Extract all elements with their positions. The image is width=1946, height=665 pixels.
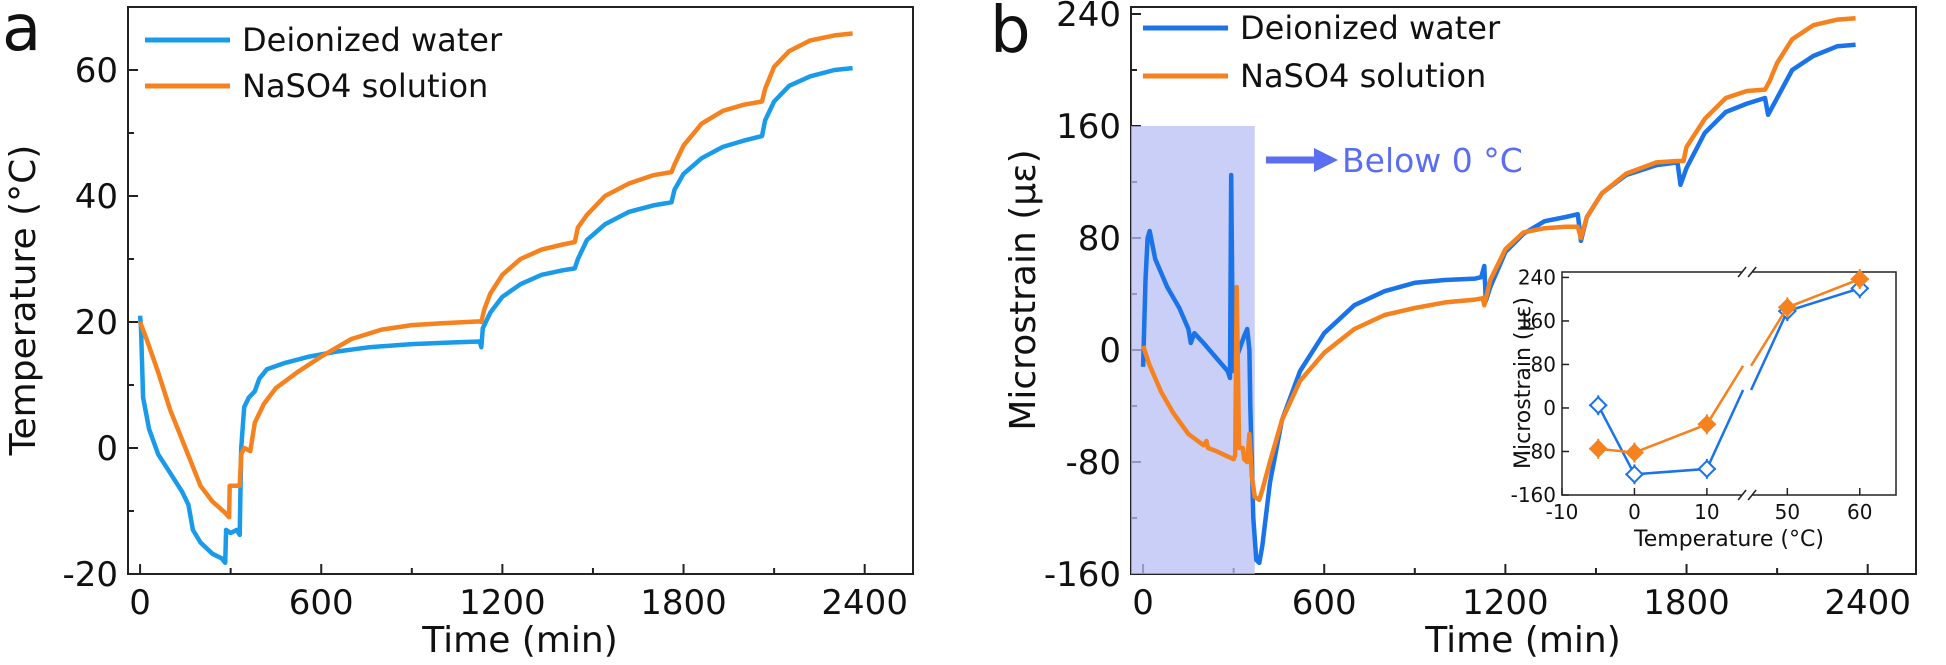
panel-a-y-axis-label: Temperature (°C): [3, 145, 44, 457]
series-line-naso4-solution-a: [137, 31, 853, 520]
series-line-deionized-water-b: [1140, 42, 1856, 566]
x-tick-label: 1200: [459, 583, 546, 623]
y-tick-label: -20: [62, 555, 118, 595]
inset-data-point-1: [1697, 414, 1717, 434]
x-tick-label: 2400: [1824, 583, 1911, 623]
series-line-deionized-water-a: [137, 65, 853, 565]
legend-label-naso4-a: NaSO4 solution: [242, 67, 488, 105]
y-tick-label: -80: [1065, 443, 1121, 483]
inset-x-tick-label: 50: [1775, 500, 1800, 524]
panel-a-series: [137, 31, 853, 565]
panel-a-x-axis-label: Time (min): [421, 620, 618, 661]
inset-series: [1588, 269, 1870, 485]
x-tick-label: 600: [1292, 583, 1357, 623]
annotation-text: Below 0 °C: [1342, 141, 1523, 180]
x-tick-label: 1800: [1643, 583, 1730, 623]
legend-label-deionized-water-a: Deionized water: [242, 21, 503, 59]
inset-background: [1530, 268, 1900, 500]
inset-x-tick-label: 0: [1628, 500, 1641, 524]
inset-data-point-0: [1588, 395, 1608, 415]
x-tick-label: 0: [129, 583, 151, 623]
legend-label-deionized-water-b: Deionized water: [1240, 9, 1501, 47]
inset-y-tick-label: -160: [1511, 483, 1556, 507]
axis-break-mark: [1737, 266, 1747, 278]
y-tick-label: 0: [1099, 331, 1121, 371]
inset-y-axis-label: Microstrain (με): [1511, 297, 1536, 469]
inset-y-tick-label: 0: [1543, 396, 1556, 420]
inset-series-line-0: [1597, 389, 1745, 476]
panel-a-plot-frame: [127, 6, 914, 575]
inset-x-tick-label: -10: [1546, 500, 1579, 524]
axis-break-mark: [1737, 489, 1747, 501]
y-tick-label: 60: [75, 51, 118, 91]
panel-a-axes: 0 600 1200 1800 2400 -20 0 20 40 60: [62, 51, 908, 623]
inset-break-gap-top: [1742, 268, 1753, 276]
inset-data-point-1: [1850, 269, 1870, 289]
y-tick-label: 240: [1056, 0, 1121, 35]
y-tick-label: -160: [1044, 555, 1121, 595]
axis-break-mark: [1747, 489, 1757, 501]
inset-data-point-1: [1777, 297, 1797, 317]
panel-b-label: b: [990, 0, 1031, 68]
inset-data-point-1: [1588, 439, 1608, 459]
inset-axes: -10 0 10 50 60 -160 -80 0 80 160 240: [1511, 265, 1873, 524]
inset-x-tick-label: 60: [1847, 500, 1872, 524]
inset-series-line-1: [1598, 365, 1745, 454]
panel-b-legend: Deionized water NaSO4 solution: [1143, 9, 1501, 95]
inset-y-tick-label: 160: [1518, 309, 1556, 333]
inset-y-tick-label: 80: [1531, 352, 1556, 376]
inset-data-point-0: [1697, 459, 1717, 479]
panel-b-series: [1140, 15, 1856, 566]
x-tick-label: 600: [289, 583, 354, 623]
y-tick-label: 0: [96, 429, 118, 469]
inset-plot-frame: [1561, 271, 1897, 496]
inset-data-point-1: [1625, 443, 1644, 462]
inset-break-gap-bottom: [1742, 491, 1753, 499]
y-tick-label: 80: [1078, 219, 1121, 259]
y-tick-label: 20: [75, 303, 118, 343]
inset-y-tick-label: -80: [1523, 439, 1556, 463]
y-tick-label: 160: [1056, 107, 1121, 147]
x-tick-label: 1200: [1462, 583, 1549, 623]
y-tick-label: 40: [75, 177, 118, 217]
x-tick-label: 2400: [821, 583, 908, 623]
panel-b-y-axis-label: Microstrain (με): [1003, 149, 1044, 430]
annotation-arrow-icon: [1314, 148, 1338, 172]
below-zero-annotation: Below 0 °C: [1266, 141, 1523, 180]
inset-data-point-0: [1625, 464, 1644, 484]
x-tick-label: 0: [1132, 583, 1154, 623]
inset-chart: -10 0 10 50 60 -160 -80 0 80 160 240 Temperature (…: [1511, 265, 1900, 552]
legend-label-naso4-b: NaSO4 solution: [1240, 57, 1486, 95]
panel-b-x-axis-label: Time (min): [1424, 620, 1621, 661]
panel-a-legend: Deionized water NaSO4 solution: [145, 21, 503, 105]
axis-break-mark: [1747, 266, 1757, 278]
inset-x-tick-label: 10: [1694, 500, 1719, 524]
panel-a-label: a: [2, 0, 41, 66]
inset-y-tick-label: 240: [1518, 265, 1556, 289]
series-line-naso4-solution-b: [1140, 15, 1856, 503]
inset-x-axis-label: Temperature (°C): [1633, 527, 1824, 552]
x-tick-label: 1800: [640, 583, 727, 623]
